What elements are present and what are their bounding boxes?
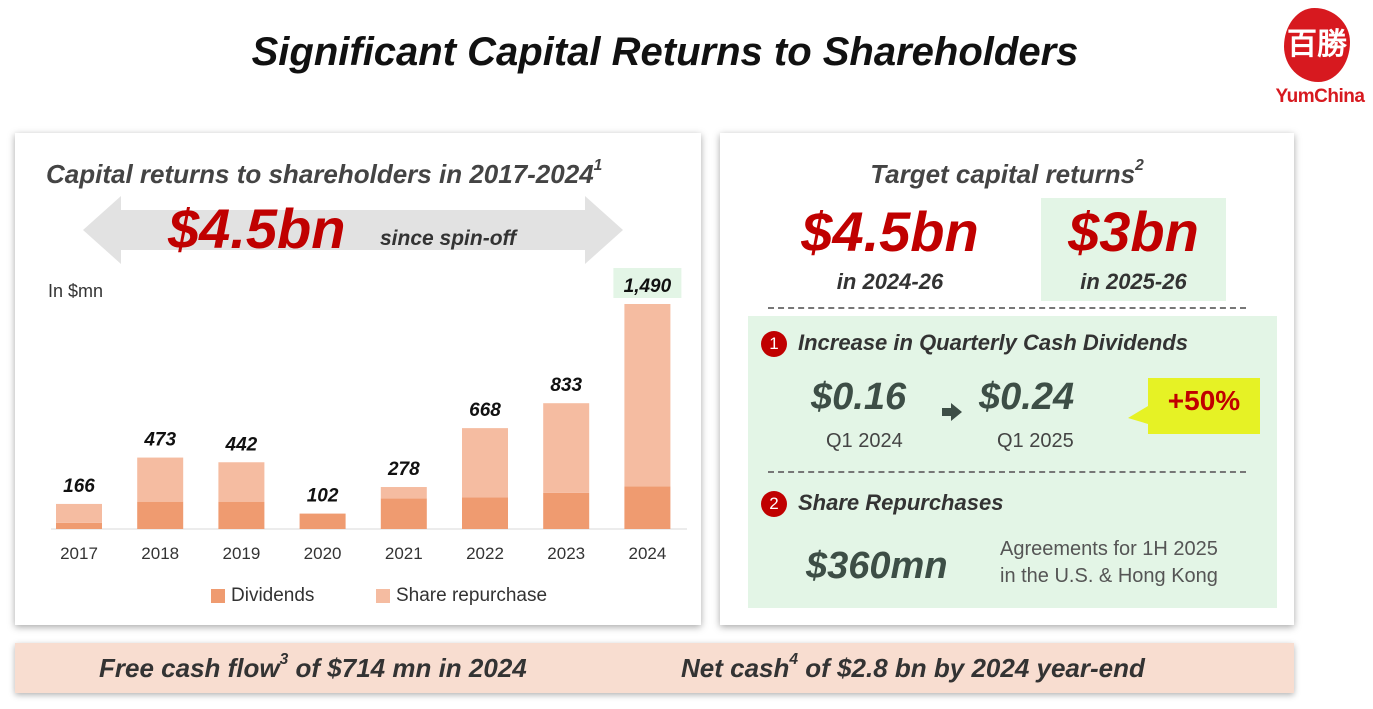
number-badge-2: 2	[761, 491, 787, 517]
total-label-2020: 102	[307, 486, 339, 507]
chart-title: Capital returns to shareholders in 2017-…	[46, 157, 603, 190]
target-2024-26: $4.5bn in 2024-26	[760, 201, 1020, 295]
dividend-to-label: Q1 2025	[997, 430, 1074, 452]
target-returns-panel: Target capital returns2 $4.5bn in 2024-2…	[720, 133, 1294, 625]
page-title: Significant Capital Returns to Sharehold…	[251, 30, 1079, 74]
bar-share-repurchase-2023	[543, 403, 590, 493]
bar-chart: 166 2017 473 2018 442 2019 102 2020 278 2021 668 20…	[51, 268, 687, 563]
bar-share-repurchase-2019	[218, 462, 265, 502]
bar-dividends-2019	[218, 501, 265, 529]
total-label-2019: 442	[225, 434, 258, 455]
repurchase-value: $360mn	[806, 545, 948, 587]
x-tick-2019: 2019	[222, 544, 260, 563]
repurchase-note-line-2: in the U.S. & Hong Kong	[1000, 565, 1218, 587]
target-title: Target capital returns2	[720, 157, 1294, 190]
legend-label-repurchase: Share repurchase	[396, 585, 548, 606]
legend-share-repurchase: Share repurchase	[376, 585, 547, 607]
target-period: in 2025-26	[1080, 269, 1187, 294]
legend-swatch-repurchase	[376, 589, 390, 603]
bar-share-repurchase-2022	[462, 428, 508, 498]
target-amount: $3bn	[1068, 200, 1199, 263]
dashed-divider	[768, 471, 1246, 473]
legend-label-dividends: Dividends	[231, 585, 315, 606]
x-tick-2024: 2024	[628, 544, 666, 563]
legend-swatch-dividends	[211, 589, 225, 603]
bar-dividends-2020	[299, 513, 346, 529]
number-badge-1: 1	[761, 331, 787, 357]
free-cash-flow-text: Free cash flow3 of $714 mn in 2024	[99, 651, 527, 684]
arrow-right-icon	[942, 403, 962, 421]
total-label-2018: 473	[143, 430, 176, 451]
unit-label: In $mn	[48, 281, 104, 301]
footnote-3: 3	[279, 651, 289, 668]
total-label-2022: 668	[469, 400, 501, 421]
bar-dividends-2018	[137, 501, 184, 529]
target-period: in 2024-26	[836, 269, 944, 294]
x-tick-2017: 2017	[60, 544, 98, 563]
target-2025-26: $3bn in 2025-26	[1041, 198, 1226, 301]
yum-china-logo: 百勝 YumChina	[1270, 8, 1370, 112]
repurchase-note: Agreements for 1H 2025 in the U.S. & Hon…	[1000, 536, 1218, 590]
repurchase-note-line-1: Agreements for 1H 2025	[1000, 538, 1218, 560]
total-label-2024: 1,490	[624, 276, 672, 297]
dividend-to-value: $0.24	[979, 376, 1075, 418]
total-label-2021: 278	[387, 459, 420, 480]
footnote-2: 2	[1135, 157, 1144, 174]
bar-dividends-2024	[624, 486, 671, 529]
logo-brand: YumChina	[1275, 86, 1365, 107]
footer-banner: Free cash flow3 of $714 mn in 2024 Net c…	[15, 643, 1294, 693]
bar-dividends-2021	[380, 498, 427, 529]
bar-share-repurchase-2021	[380, 487, 427, 499]
legend-dividends: Dividends	[211, 585, 314, 607]
x-tick-2020: 2020	[304, 544, 342, 563]
fcf-suffix: of $714 mn in 2024	[288, 653, 527, 683]
net-cash-text: Net cash4 of $2.8 bn by 2024 year-end	[681, 651, 1145, 684]
chart-title-text: Capital returns to shareholders in 2017-…	[46, 159, 594, 189]
bar-share-repurchase-2017	[56, 503, 102, 523]
x-tick-2022: 2022	[466, 544, 504, 563]
logo-seal: 百勝	[1284, 8, 1350, 82]
bar-dividends-2022	[462, 497, 508, 529]
fcf-prefix: Free cash flow	[99, 653, 280, 683]
footnote-4: 4	[789, 651, 799, 668]
target-amount: $4.5bn	[801, 200, 979, 263]
since-spinoff-label: since spin-off	[380, 227, 517, 250]
bar-share-repurchase-2018	[137, 457, 184, 502]
x-tick-2018: 2018	[141, 544, 179, 563]
percent-increase: +50%	[1167, 385, 1241, 416]
dashed-divider	[768, 307, 1246, 309]
total-returns-value: $4.5bn	[168, 197, 346, 260]
bar-share-repurchase-2024	[624, 304, 671, 487]
x-tick-2023: 2023	[547, 544, 585, 563]
bar-dividends-2023	[543, 492, 590, 529]
dividend-from-value: $0.16	[811, 376, 907, 418]
commitments-box: 1 Increase in Quarterly Cash Dividends $…	[748, 316, 1277, 608]
dividend-from-label: Q1 2024	[826, 430, 903, 452]
total-label-2017: 166	[63, 476, 95, 497]
target-title-text: Target capital returns	[870, 159, 1136, 189]
repurchases-heading: Share Repurchases	[798, 490, 1004, 515]
total-label-2023: 833	[550, 375, 582, 396]
total-highlight-box	[613, 268, 682, 298]
capital-returns-panel: Capital returns to shareholders in 2017-…	[15, 133, 701, 625]
netcash-prefix: Net cash	[681, 653, 790, 683]
netcash-suffix: of $2.8 bn by 2024 year-end	[798, 653, 1145, 683]
dividends-heading: Increase in Quarterly Cash Dividends	[798, 330, 1189, 355]
x-tick-2021: 2021	[385, 544, 423, 563]
double-arrow-icon	[83, 196, 623, 264]
bar-dividends-2017	[56, 522, 102, 529]
percent-callout	[1128, 378, 1260, 434]
footnote-1: 1	[593, 157, 603, 174]
